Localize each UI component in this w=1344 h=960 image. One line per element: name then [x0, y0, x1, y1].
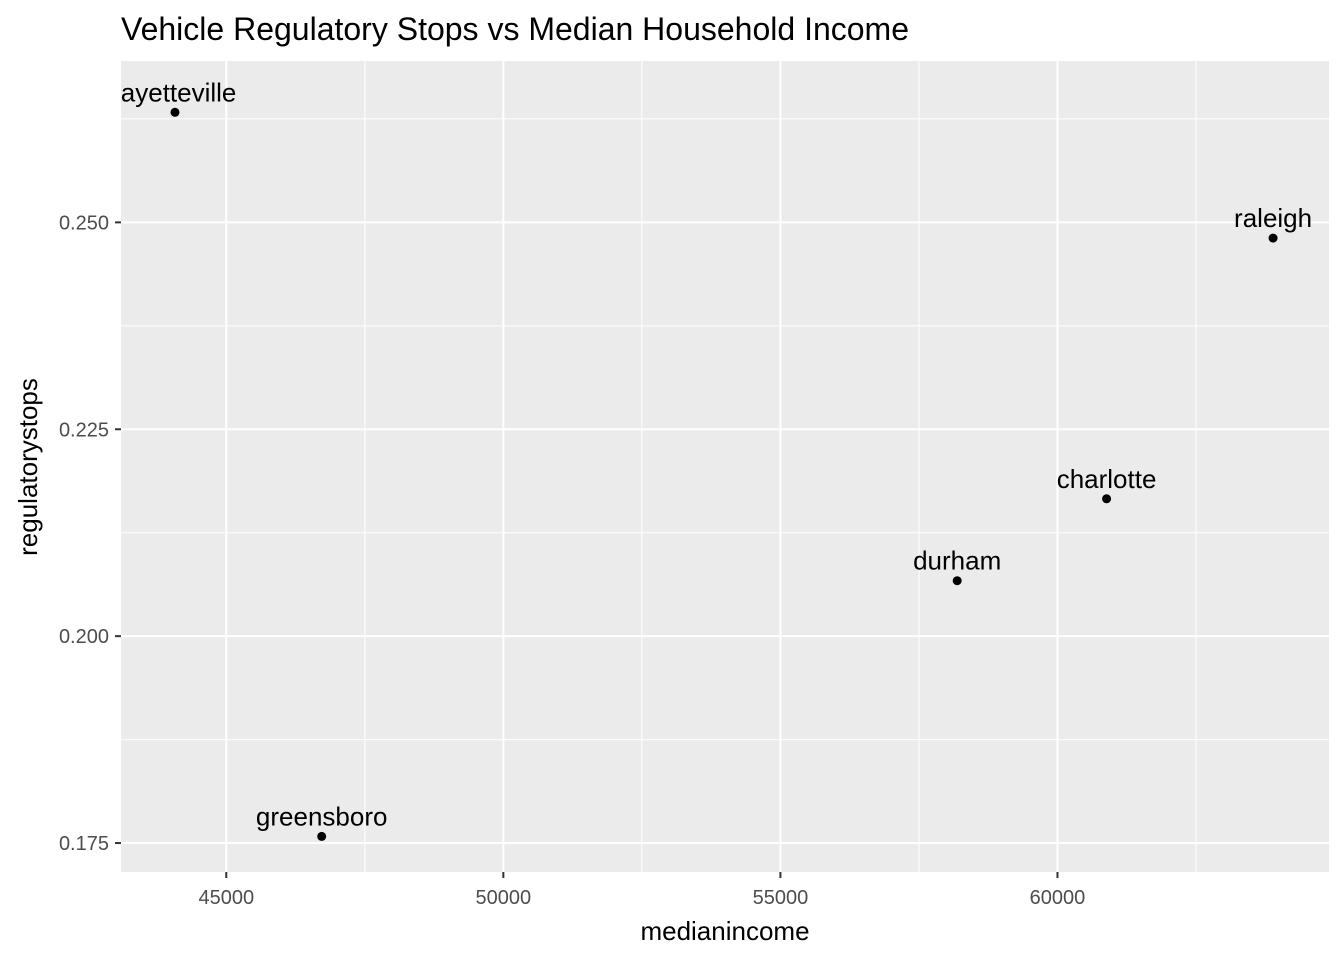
data-point-fayetteville [170, 107, 180, 117]
point-label-charlotte: charlotte [1057, 464, 1157, 494]
data-point-durham [952, 576, 962, 586]
x-axis-title: medianincome [640, 916, 809, 946]
point-label-fayetteville: fayetteville [114, 77, 237, 107]
y-axis-title: regulatorystops [13, 378, 43, 556]
x-tick-label: 55000 [753, 887, 809, 909]
point-labels: fayetteville greensboro durham charlotte ral… [114, 77, 1312, 831]
x-tick-label: 45000 [198, 887, 254, 909]
x-tick-label: 50000 [476, 887, 532, 909]
data-point-raleigh [1268, 233, 1278, 243]
point-label-durham: durham [913, 546, 1001, 576]
x-axis-ticks: 45000 50000 55000 60000 [198, 872, 1085, 909]
x-tick-label: 60000 [1030, 887, 1086, 909]
data-point-greensboro [317, 831, 327, 841]
y-tick-label: 0.250 [59, 212, 109, 234]
y-axis-ticks: 0.175 0.200 0.225 0.250 [59, 212, 121, 855]
minor-gridlines [121, 61, 1329, 872]
plot-panel [121, 61, 1329, 872]
data-point-charlotte [1102, 494, 1112, 504]
point-label-raleigh: raleigh [1234, 203, 1312, 233]
y-tick-label: 0.225 [59, 419, 109, 441]
y-tick-label: 0.175 [59, 833, 109, 855]
y-tick-label: 0.200 [59, 626, 109, 648]
panel-background [121, 61, 1329, 872]
major-gridlines [121, 61, 1329, 872]
chart-title: Vehicle Regulatory Stops vs Median House… [121, 11, 909, 47]
data-points [170, 107, 1278, 841]
point-label-greensboro: greensboro [256, 801, 388, 831]
